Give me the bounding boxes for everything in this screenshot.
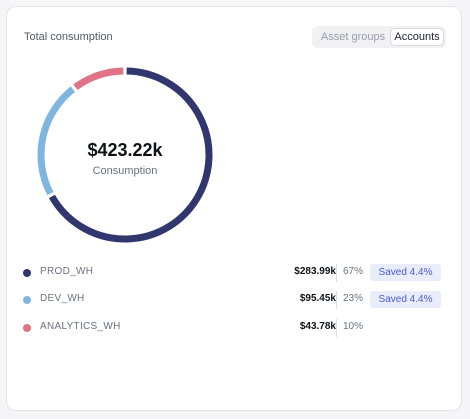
total-consumption-value: $423.22k bbox=[87, 140, 163, 160]
account-amount: $95.45k bbox=[299, 293, 336, 304]
view-toggle: Asset groups Accounts bbox=[312, 26, 446, 48]
consumption-donut-chart bbox=[37, 67, 213, 243]
donut-segment-prod-wh[interactable] bbox=[48, 67, 213, 243]
account-name: ANALYTICS_WH bbox=[40, 321, 121, 332]
card-title: Total consumption bbox=[24, 31, 113, 43]
legend-dot bbox=[23, 269, 31, 277]
legend-dot bbox=[23, 296, 31, 304]
total-consumption-label: Consumption bbox=[92, 165, 158, 177]
toggle-asset-groups[interactable]: Asset groups bbox=[320, 31, 386, 43]
divider bbox=[336, 264, 337, 282]
account-name: PROD_WH bbox=[40, 266, 94, 277]
saved-badge: Saved 4.4% bbox=[370, 291, 441, 308]
divider bbox=[336, 319, 337, 337]
legend-row-prod-wh[interactable]: PROD_WH $283.99k 67% Saved 4.4% bbox=[7, 264, 463, 284]
donut-segment-dev-wh[interactable] bbox=[37, 86, 76, 196]
account-percent: 67% bbox=[343, 266, 364, 277]
account-amount: $283.99k bbox=[294, 266, 336, 277]
legend-dot bbox=[23, 324, 31, 332]
account-percent: 23% bbox=[343, 293, 364, 304]
legend-row-analytics-wh[interactable]: ANALYTICS_WH $43.78k 10% bbox=[7, 319, 463, 339]
account-name: DEV_WH bbox=[40, 293, 85, 304]
account-amount: $43.78k bbox=[299, 321, 336, 332]
legend-row-dev-wh[interactable]: DEV_WH $95.45k 23% Saved 4.4% bbox=[7, 291, 463, 311]
toggle-accounts[interactable]: Accounts bbox=[390, 28, 444, 46]
donut-segment-analytics-wh[interactable] bbox=[73, 67, 124, 91]
account-percent: 10% bbox=[343, 321, 364, 332]
consumption-card: Total consumption Asset groups Accounts … bbox=[6, 6, 462, 411]
saved-badge: Saved 4.4% bbox=[370, 264, 441, 281]
divider bbox=[336, 291, 337, 309]
